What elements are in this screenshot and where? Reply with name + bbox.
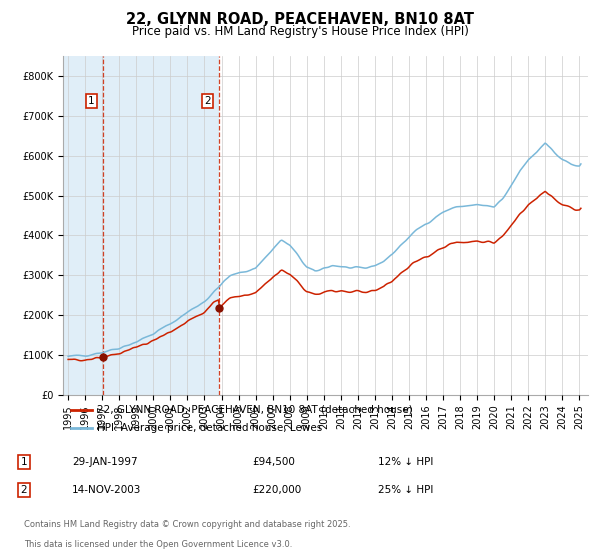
Text: 22, GLYNN ROAD, PEACEHAVEN, BN10 8AT: 22, GLYNN ROAD, PEACEHAVEN, BN10 8AT <box>126 12 474 27</box>
Text: 12% ↓ HPI: 12% ↓ HPI <box>378 457 433 467</box>
Text: HPI: Average price, detached house, Lewes: HPI: Average price, detached house, Lewe… <box>97 423 322 433</box>
Text: This data is licensed under the Open Government Licence v3.0.: This data is licensed under the Open Gov… <box>24 540 292 549</box>
Text: Contains HM Land Registry data © Crown copyright and database right 2025.: Contains HM Land Registry data © Crown c… <box>24 520 350 529</box>
Text: 1: 1 <box>20 457 28 467</box>
Text: £94,500: £94,500 <box>252 457 295 467</box>
Bar <box>63 56 220 395</box>
Text: 2: 2 <box>204 96 211 106</box>
Text: 29-JAN-1997: 29-JAN-1997 <box>72 457 137 467</box>
Text: 22, GLYNN ROAD, PEACEHAVEN, BN10 8AT (detached house): 22, GLYNN ROAD, PEACEHAVEN, BN10 8AT (de… <box>97 405 413 415</box>
Text: £220,000: £220,000 <box>252 485 301 495</box>
Text: 1: 1 <box>88 96 95 106</box>
Text: 14-NOV-2003: 14-NOV-2003 <box>72 485 142 495</box>
Text: 2: 2 <box>20 485 28 495</box>
Text: 25% ↓ HPI: 25% ↓ HPI <box>378 485 433 495</box>
Text: Price paid vs. HM Land Registry's House Price Index (HPI): Price paid vs. HM Land Registry's House … <box>131 25 469 38</box>
